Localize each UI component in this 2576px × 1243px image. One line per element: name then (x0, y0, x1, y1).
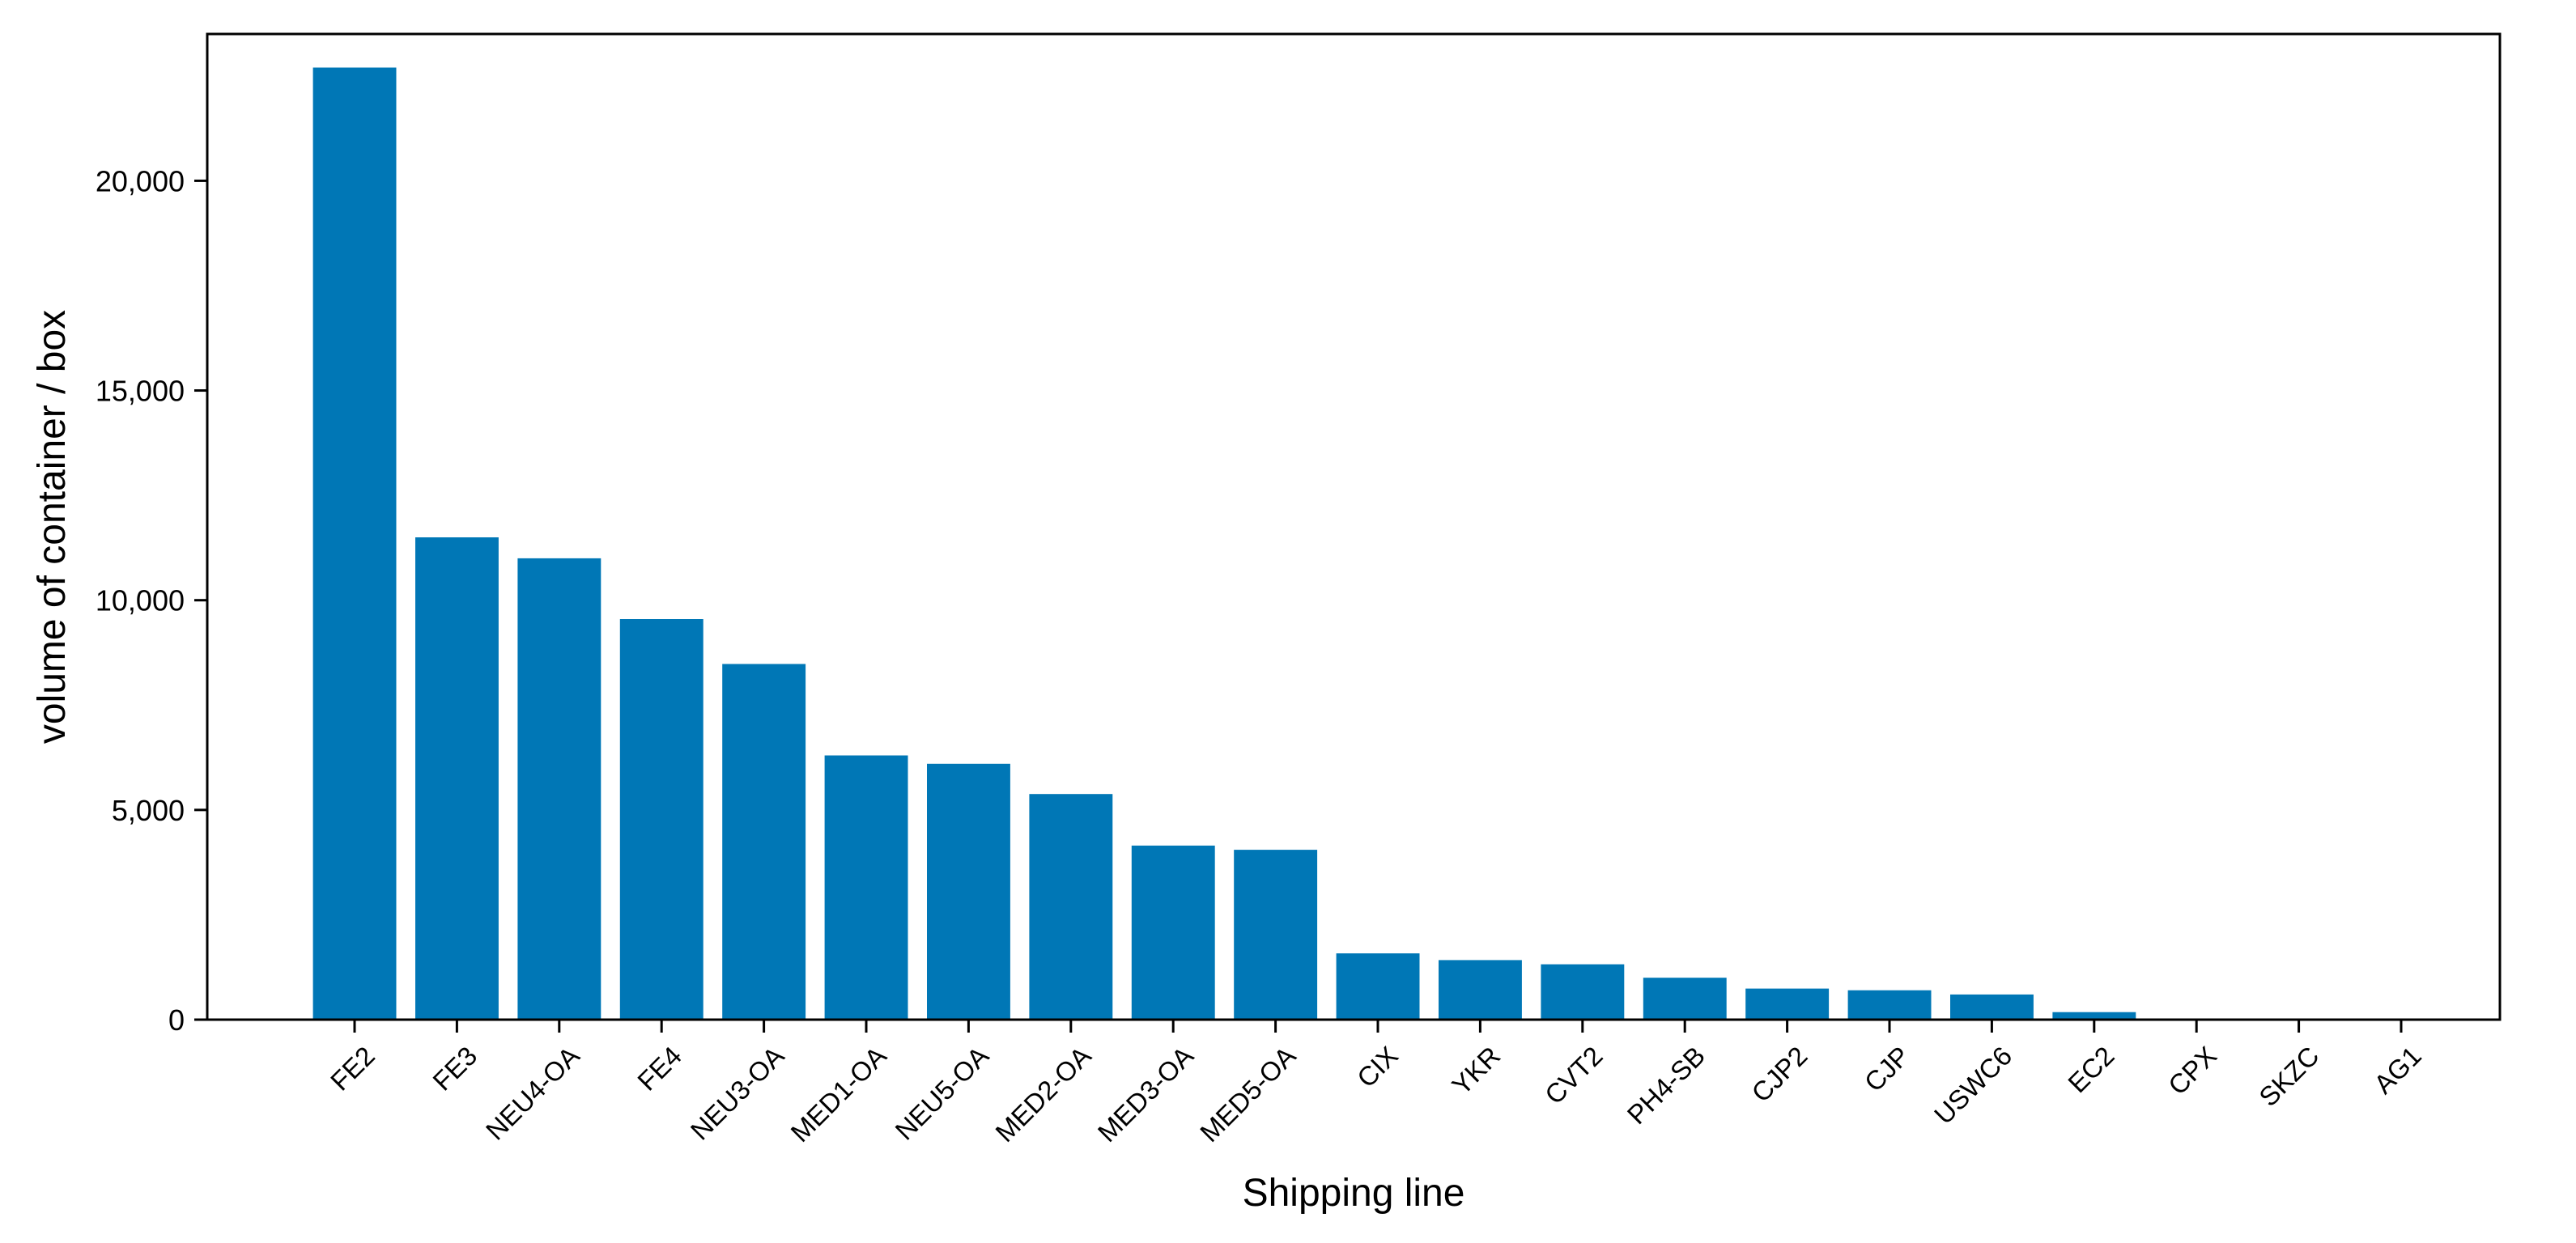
bar-cjp (1847, 990, 1932, 1020)
bar-neu4-oa (517, 558, 601, 1020)
plot-frame (206, 32, 2502, 1021)
y-tick-label: 20,000 (96, 164, 185, 197)
y-tick-label: 5,000 (112, 794, 185, 827)
bar-ph4-sb (1643, 978, 1727, 1020)
bar-cjp2 (1745, 988, 1830, 1020)
bar-cix (1336, 953, 1420, 1020)
bar-fe2 (312, 67, 397, 1020)
bar-ec2 (2052, 1012, 2136, 1020)
x-axis-title: Shipping line (1243, 1172, 1465, 1215)
y-tick-label: 10,000 (96, 584, 185, 617)
bar-ykr (1439, 960, 1522, 1020)
bars-layer (312, 67, 2136, 1020)
bar-med3-oa (1131, 845, 1215, 1020)
bar-fe4 (619, 619, 704, 1020)
bar-med5-oa (1234, 850, 1318, 1020)
y-tick-label: 15,000 (96, 375, 185, 408)
bar-med1-oa (824, 755, 908, 1020)
y-axis-title: volume of container / box (31, 310, 74, 744)
bar-med2-oa (1029, 794, 1113, 1020)
bar-neu5-oa (927, 763, 1010, 1020)
bar-neu3-oa (722, 664, 806, 1020)
y-axis: 0 5,000 10,000 15,000 20,000 (96, 164, 207, 1037)
bar-uswc6 (1950, 994, 2034, 1020)
y-tick-label: 0 (168, 1003, 185, 1037)
bar-fe3 (415, 537, 499, 1020)
bar-cvt2 (1541, 964, 1625, 1020)
